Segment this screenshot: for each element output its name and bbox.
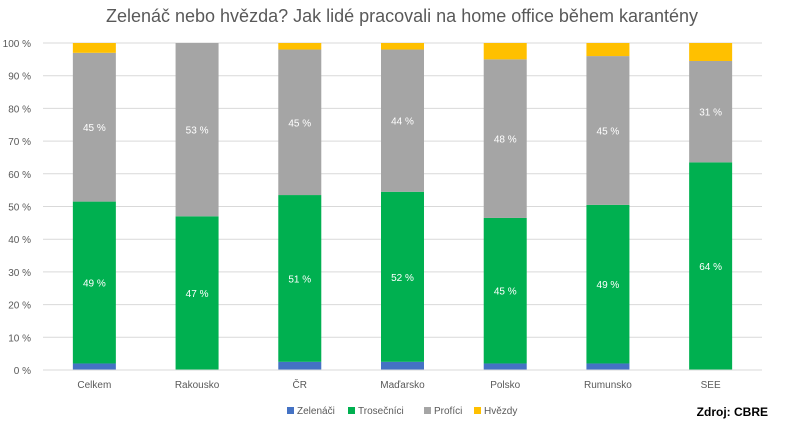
legend-swatch-profíci [424, 407, 431, 414]
bar-segment-zelenáči [72, 363, 116, 370]
x-tick-label: Maďarsko [380, 380, 425, 391]
x-tick-label: Rumunsko [584, 380, 632, 391]
bar-segment-trosečníci [72, 201, 116, 364]
data-label: 45 % [288, 118, 311, 129]
y-tick-label: 30 % [8, 268, 31, 279]
legend-label: Trosečníci [358, 406, 404, 417]
data-label: 52 % [391, 273, 414, 284]
data-label: 53 % [186, 126, 209, 137]
legend-label: Hvězdy [484, 406, 517, 417]
y-tick-label: 90 % [8, 72, 31, 83]
y-tick-label: 100 % [3, 39, 31, 50]
bar-segment-profíci [72, 52, 116, 202]
x-tick-label: Polsko [490, 380, 520, 391]
data-label: 64 % [699, 262, 722, 273]
bar-segment-profíci [586, 56, 630, 205]
data-label: 44 % [391, 117, 414, 128]
y-tick-label: 0 % [14, 366, 31, 377]
x-tick-label: SEE [701, 380, 721, 391]
data-label: 48 % [494, 135, 517, 146]
bar-segment-hvězdy [381, 43, 424, 50]
data-label: 45 % [494, 287, 517, 298]
bar-segment-hvězdy [72, 43, 116, 53]
y-tick-label: 50 % [8, 203, 31, 214]
bar-segment-profíci [689, 60, 733, 163]
bar-segment-hvězdy [483, 43, 527, 60]
bar-segment-hvězdy [586, 43, 630, 57]
legend-swatch-trosečníci [348, 407, 355, 414]
legend-label: Zelenáči [297, 406, 335, 417]
y-tick-label: 10 % [8, 333, 31, 344]
data-label: 51 % [288, 274, 311, 285]
bar-segment-profíci [175, 43, 219, 217]
y-tick-label: 20 % [8, 301, 31, 312]
data-label: 31 % [699, 108, 722, 119]
bar-segment-trosečníci [689, 162, 733, 370]
y-tick-label: 80 % [8, 104, 31, 115]
bar-segment-zelenáči [586, 363, 630, 370]
bar-segment-profíci [483, 59, 527, 218]
data-label: 47 % [186, 289, 209, 300]
bar-segment-trosečníci [278, 195, 322, 362]
x-tick-label: Celkem [77, 380, 111, 391]
data-label: 49 % [83, 279, 106, 290]
legend-swatch-hvězdy [474, 407, 481, 414]
bar-segment-trosečníci [586, 204, 630, 364]
y-tick-label: 70 % [8, 137, 31, 148]
x-tick-label: Rakousko [175, 380, 220, 391]
source-note: Zdroj: CBRE [696, 405, 768, 419]
data-label: 45 % [83, 123, 106, 134]
bar-segment-zelenáči [381, 361, 424, 370]
y-tick-label: 60 % [8, 170, 31, 181]
data-label: 49 % [597, 280, 620, 291]
y-tick-label: 40 % [8, 235, 31, 246]
data-label: 45 % [597, 126, 620, 137]
bar-segment-trosečníci [483, 217, 527, 364]
legend-label: Profíci [434, 406, 462, 417]
bar-segment-profíci [278, 49, 322, 196]
x-tick-label: ČR [293, 378, 307, 391]
legend-swatch-zelenáči [287, 407, 294, 414]
bar-segment-zelenáči [278, 361, 322, 370]
bar-segment-trosečníci [381, 191, 424, 362]
bar-segment-hvězdy [278, 43, 322, 50]
bar-segment-zelenáči [483, 363, 527, 370]
bar-segment-profíci [381, 49, 424, 192]
bar-segment-trosečníci [175, 216, 219, 370]
bar-segment-hvězdy [689, 43, 733, 61]
chart-title: Zelenáč nebo hvězda? Jak lidé pracovali … [105, 6, 699, 26]
